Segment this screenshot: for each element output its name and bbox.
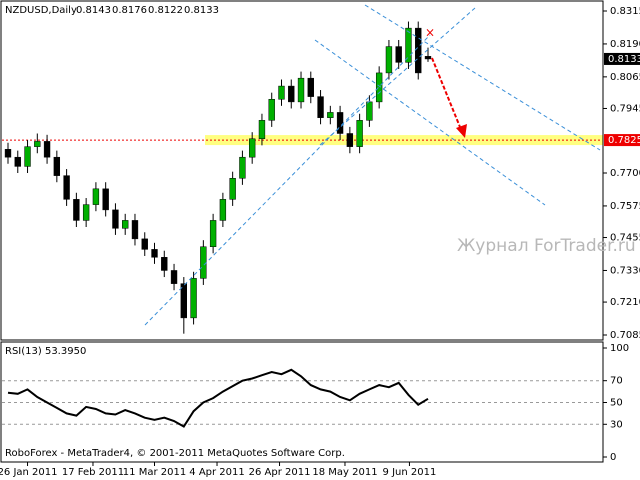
candle-body (24, 146, 31, 167)
y-tick-label: 0.7945 (610, 103, 640, 114)
candle-body (200, 246, 207, 279)
candle-body (63, 175, 70, 200)
candle-body (249, 138, 256, 158)
candle-body (229, 178, 236, 200)
y-tick-label: 0.7455 (610, 233, 640, 244)
candle-body (307, 77, 314, 97)
y-tick-label: 0.7575 (610, 201, 640, 212)
rsi-line (7, 368, 429, 428)
level-label: 0.7825 (608, 135, 640, 146)
y-tick-label: 0.8315 (610, 6, 640, 17)
chart-title: NZDUSD,Daily (5, 5, 77, 16)
candle-body (14, 156, 21, 167)
candle-body (346, 133, 354, 147)
watermark: Журнал ForTrader.ru (457, 236, 636, 256)
candle-body (92, 188, 100, 205)
candle-body (366, 101, 373, 121)
cross-marker: × (425, 26, 435, 40)
price-label: 0.8133 (608, 54, 640, 65)
y-tick-label: 0.7085 (610, 330, 640, 341)
ohlc-high: 0.8176 (112, 5, 147, 16)
x-tick-label: 11 Mar 2011 (123, 467, 186, 478)
candle-body (405, 27, 412, 63)
level-tag (604, 134, 640, 147)
rsi-tick-label: 100 (610, 343, 629, 354)
candle-body (278, 85, 285, 100)
candle-body (180, 283, 187, 319)
candle-body (336, 112, 344, 134)
candle-body (131, 220, 139, 240)
candle-body (53, 156, 61, 176)
candle-body (239, 156, 246, 179)
candle-body (356, 120, 363, 147)
x-tick-label: 17 Feb 2011 (62, 467, 124, 478)
candle-body (161, 257, 168, 271)
candle-body (209, 220, 217, 248)
candle-body (34, 141, 41, 147)
ohlc-close: 0.8133 (184, 5, 219, 16)
candle-body (385, 46, 393, 74)
ohlc-low: 0.8122 (148, 5, 183, 16)
candle-body (170, 270, 178, 284)
rsi-tick-label: 0 (610, 452, 616, 463)
rsi-tick-label: 50 (610, 397, 623, 408)
candle-body (190, 278, 197, 319)
candle-body (82, 204, 90, 221)
candle-body (424, 56, 432, 60)
x-tick-label: 26 Jan 2011 (0, 467, 58, 478)
y-tick-label: 0.8065 (610, 72, 640, 83)
candle-body (268, 98, 275, 121)
rsi-tick-label: 30 (610, 419, 623, 430)
candle-body (395, 46, 402, 63)
candle-body (317, 96, 324, 118)
price-tag (604, 52, 640, 65)
candle-body (151, 249, 158, 258)
candle-body (141, 238, 148, 250)
arrow-head (456, 124, 467, 138)
candle-body (4, 149, 12, 158)
channel-line (144, 34, 431, 326)
candle-body (122, 220, 129, 229)
candle-body (258, 120, 266, 140)
rsi-title: RSI(13) 53.3950 (5, 346, 86, 357)
x-tick-label: 18 May 2011 (312, 467, 377, 478)
ohlc-open: 0.8143 (76, 5, 111, 16)
candle-body (73, 199, 80, 221)
candle-body (112, 209, 119, 229)
candle-body (102, 188, 109, 211)
candle-body (219, 199, 227, 221)
candle-body (288, 85, 295, 103)
footer: RoboForex - MetaTrader4, © 2001-2011 Met… (5, 448, 345, 459)
price-frame (0, 0, 604, 341)
candle-body (297, 77, 305, 103)
x-tick-label: 4 Apr 2011 (189, 467, 244, 478)
rsi-tick-label: 70 (610, 376, 623, 387)
x-tick-label: 26 Apr 2011 (249, 467, 311, 478)
channel-line (314, 39, 546, 206)
forecast-arrow (431, 57, 463, 133)
candle-body (327, 112, 334, 118)
candle-body (375, 72, 383, 103)
candle-body (43, 141, 51, 158)
candle-body (415, 27, 422, 74)
x-tick-label: 9 Jun 2011 (383, 467, 437, 478)
